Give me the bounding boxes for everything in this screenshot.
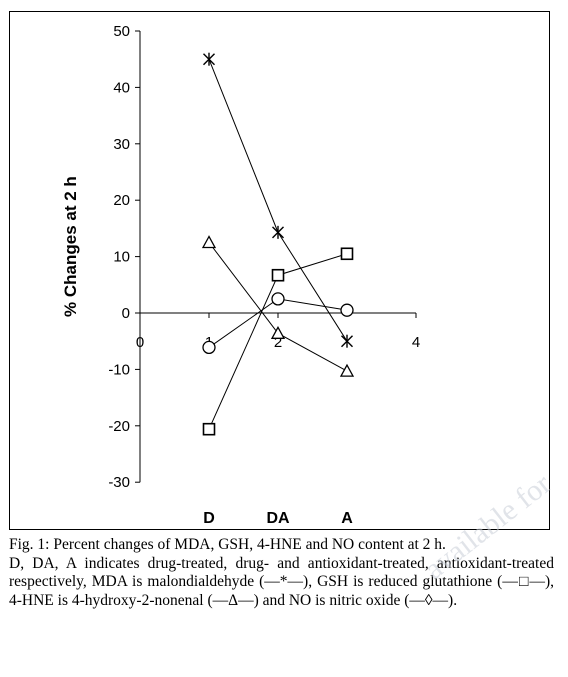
asterisk-marker	[272, 225, 284, 239]
y-tick-label: 50	[113, 23, 130, 40]
y-tick-label: -10	[108, 361, 130, 378]
triangle-marker	[339, 363, 355, 377]
y-tick-label: 0	[122, 305, 130, 322]
x-tick-label: 4	[412, 334, 420, 351]
figure-caption: Fig. 1: Percent changes of MDA, GSH, 4-H…	[9, 536, 554, 610]
circle-marker	[202, 340, 216, 355]
caption-title: Fig. 1: Percent changes of MDA, GSH, 4-H…	[9, 536, 446, 553]
square-marker	[271, 268, 285, 282]
category-label: D	[203, 510, 215, 527]
series-gsh	[202, 247, 354, 436]
x-tick-label: 0	[136, 334, 144, 351]
series-group	[201, 52, 355, 436]
x-tick-label: 2	[274, 334, 282, 351]
series-4-hne	[201, 235, 355, 377]
y-tick-label: -20	[108, 418, 130, 435]
series-mda	[203, 52, 353, 348]
square-marker	[202, 422, 216, 436]
y-tick-label: 30	[113, 136, 130, 153]
y-tick-label: 10	[113, 249, 130, 266]
circle-marker	[340, 303, 354, 317]
asterisk-marker	[203, 52, 215, 66]
category-label: DA	[266, 510, 290, 527]
asterisk-marker	[341, 334, 353, 348]
caption-body: D, DA, A indicates drug-treated, drug- a…	[9, 554, 554, 609]
y-tick-label: 40	[113, 79, 130, 96]
y-tick-label: -30	[108, 474, 130, 491]
triangle-marker	[270, 325, 286, 339]
square-marker	[340, 247, 354, 261]
circle-marker	[271, 292, 285, 306]
triangle-marker	[201, 235, 217, 249]
category-labels: D DA A	[203, 510, 353, 527]
y-tick-label: 20	[113, 192, 130, 209]
series-no	[202, 292, 354, 355]
axes	[135, 30, 417, 483]
y-axis-label: % Changes at 2 h	[61, 176, 80, 317]
category-label: A	[341, 510, 353, 527]
